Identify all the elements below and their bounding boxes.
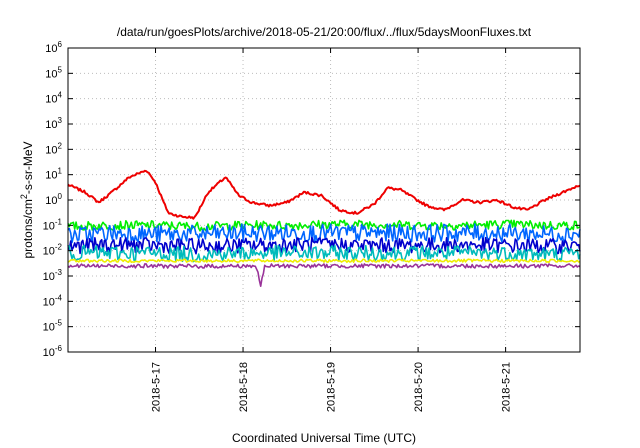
- y-tick-label: 100: [45, 192, 62, 207]
- series-line: [67, 263, 581, 288]
- y-tick-label: 10-4: [43, 293, 63, 308]
- y-axis-label-pre: protons/cm: [21, 199, 35, 258]
- y-tick-label: 103: [45, 116, 62, 131]
- x-tick-label: 2018-5-19: [326, 362, 338, 412]
- x-tick-label: 2018-5-21: [501, 362, 513, 412]
- x-tick-label: 2018-5-17: [151, 362, 163, 412]
- x-axis-label: Coordinated Universal Time (UTC): [232, 431, 416, 445]
- series-layer: [67, 169, 581, 288]
- y-tick-label: 10-3: [43, 268, 63, 283]
- y-tick-label: 101: [45, 167, 62, 182]
- y-tick-label: 104: [45, 91, 62, 106]
- series-line: [67, 258, 581, 264]
- y-tick-label: 10-1: [43, 217, 63, 232]
- y-axis: 10-6 10-5 10-4 10-3 10-2 10-1 100 101 102 103 104 1…: [43, 40, 580, 359]
- grid: [68, 48, 580, 352]
- x-tick-label: 2018-5-18: [238, 362, 250, 412]
- y-tick-label: 10-6: [43, 344, 63, 359]
- series-line: [67, 244, 581, 263]
- y-tick-label: 10-2: [43, 243, 63, 258]
- y-tick-label: 105: [45, 65, 62, 80]
- y-tick-label: 106: [45, 40, 62, 55]
- chart-title: /data/run/goesPlots/archive/2018-05-21/2…: [117, 25, 532, 39]
- y-axis-label-post: -s-sr-MeV: [21, 141, 35, 194]
- y-tick-label: 10-5: [43, 319, 63, 334]
- x-tick-label: 2018-5-20: [413, 362, 425, 412]
- y-axis-label: protons/cm2-s-sr-MeV: [19, 141, 35, 258]
- y-tick-label: 102: [45, 141, 62, 156]
- series-line: [67, 219, 581, 232]
- y-axis-label-sup: 2: [19, 194, 29, 199]
- series-line: [67, 169, 581, 220]
- series-line: [67, 236, 581, 255]
- series-line: [67, 223, 581, 244]
- x-axis: 2018-5-17 2018-5-18 2018-5-19 2018-5-20 2018…: [151, 48, 513, 412]
